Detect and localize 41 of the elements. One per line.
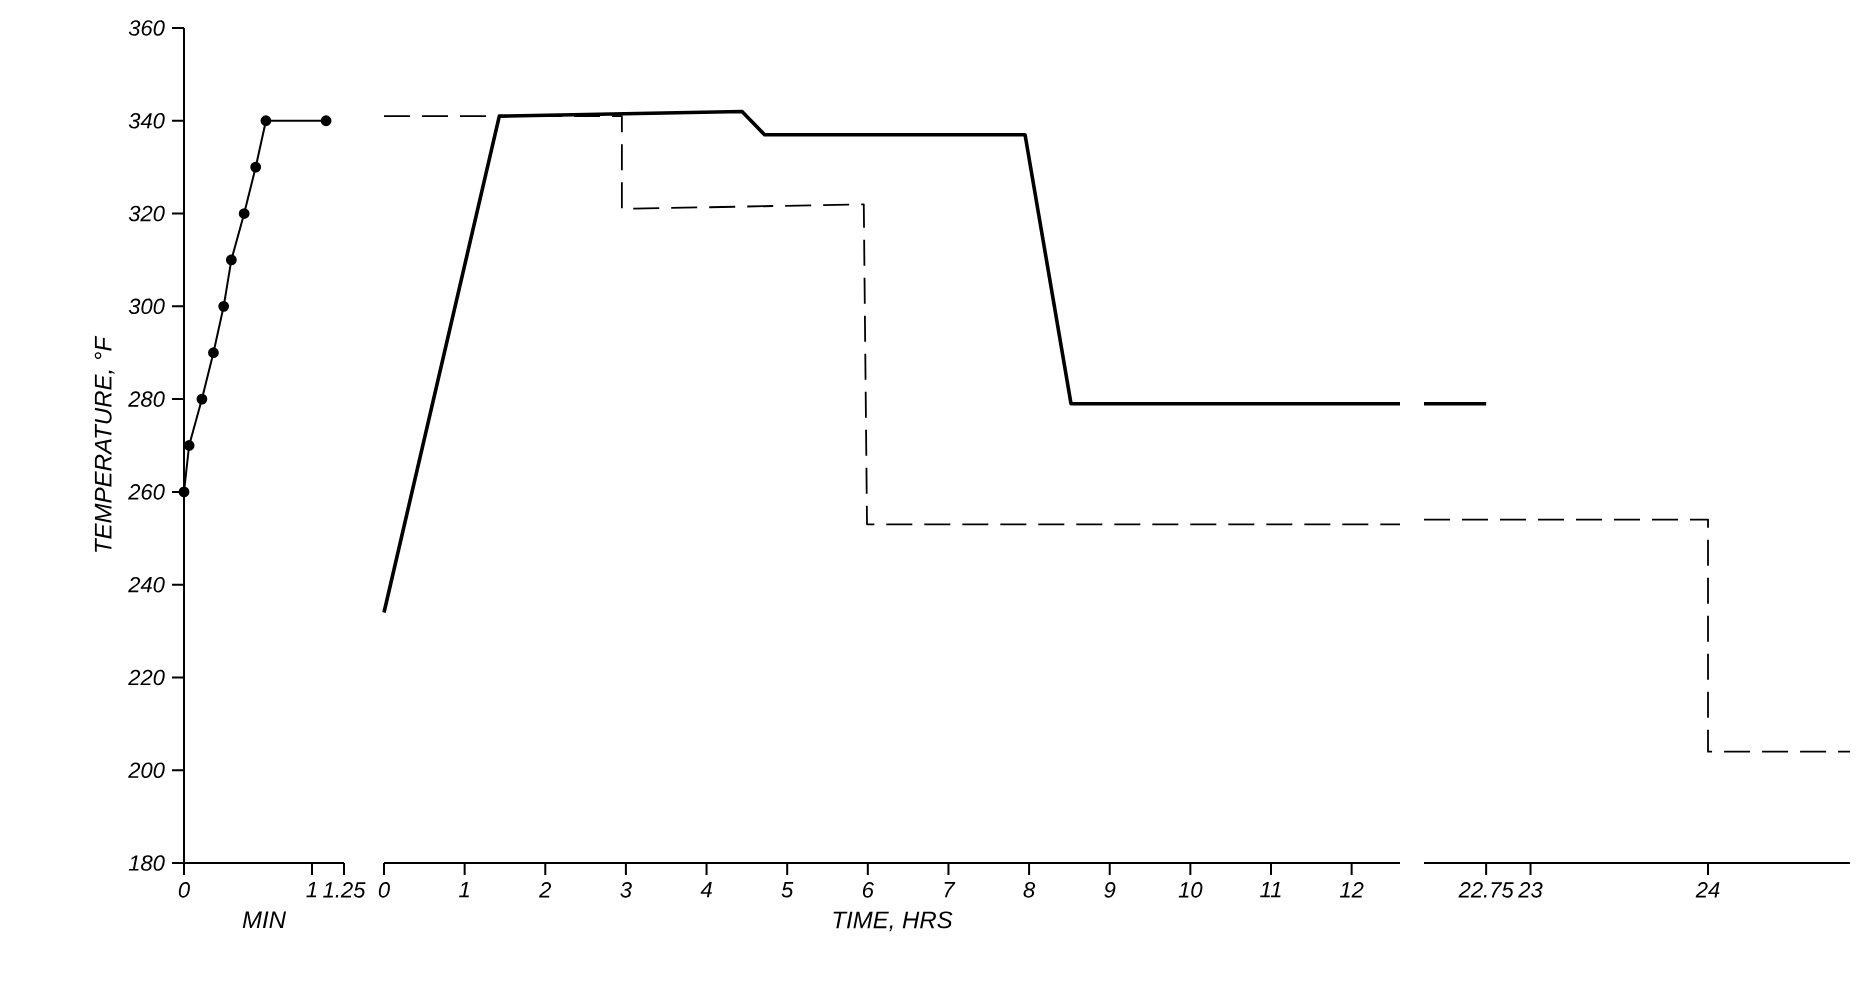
x-tick-label: 9 bbox=[1104, 882, 1116, 898]
y-axis-title: TEMPERATURE, °F bbox=[94, 335, 115, 552]
x-tick-label: 2 bbox=[539, 882, 552, 898]
point bbox=[208, 347, 219, 359]
point bbox=[218, 300, 230, 312]
y-tick-label: 280 bbox=[128, 391, 165, 407]
x-tick-label: 3 bbox=[620, 882, 632, 898]
y-tick-label: 220 bbox=[128, 669, 165, 686]
y-tick-label: 240 bbox=[128, 576, 165, 593]
y-tick-label: 340 bbox=[128, 113, 165, 129]
point bbox=[196, 393, 208, 405]
x-axis-title: TIME, HRS bbox=[833, 911, 953, 932]
x-tick-label: 0 bbox=[178, 882, 190, 898]
x-tick-label: 1 bbox=[459, 882, 469, 898]
x-tick-label: 24 bbox=[1695, 882, 1720, 898]
x-tick-label: 11 bbox=[1260, 882, 1281, 898]
point bbox=[250, 161, 262, 173]
x-tick-label: 5 bbox=[781, 882, 794, 898]
point bbox=[178, 486, 190, 498]
y-tick-label: 260 bbox=[128, 484, 165, 500]
x-tick-label: 10 bbox=[1178, 882, 1203, 898]
x-tick-label: 6 bbox=[862, 882, 874, 898]
x-tick-label: 12 bbox=[1339, 882, 1364, 898]
x-tick-label: 0 bbox=[378, 882, 390, 898]
x-tick-label: 23 bbox=[1518, 882, 1543, 898]
y-tick-label: 320 bbox=[128, 205, 165, 222]
point bbox=[320, 115, 332, 127]
x-tick-label: 8 bbox=[1023, 882, 1036, 898]
y-tick-label: 200 bbox=[128, 762, 165, 779]
y-tick-label: 360 bbox=[128, 20, 165, 36]
x-tick-label: 22.75 bbox=[1458, 882, 1514, 898]
x-axis-title: MIN bbox=[242, 911, 287, 928]
x-tick-label: 1 bbox=[306, 882, 317, 898]
y-tick-label: 180 bbox=[128, 855, 165, 871]
x-tick-label: 4 bbox=[700, 882, 712, 898]
point bbox=[225, 254, 237, 266]
y-tick-label: 300 bbox=[128, 298, 165, 315]
point bbox=[260, 115, 272, 127]
x-tick-label: 1.25 bbox=[323, 882, 366, 898]
x-tick-label: 7 bbox=[944, 882, 956, 898]
point bbox=[238, 208, 250, 219]
